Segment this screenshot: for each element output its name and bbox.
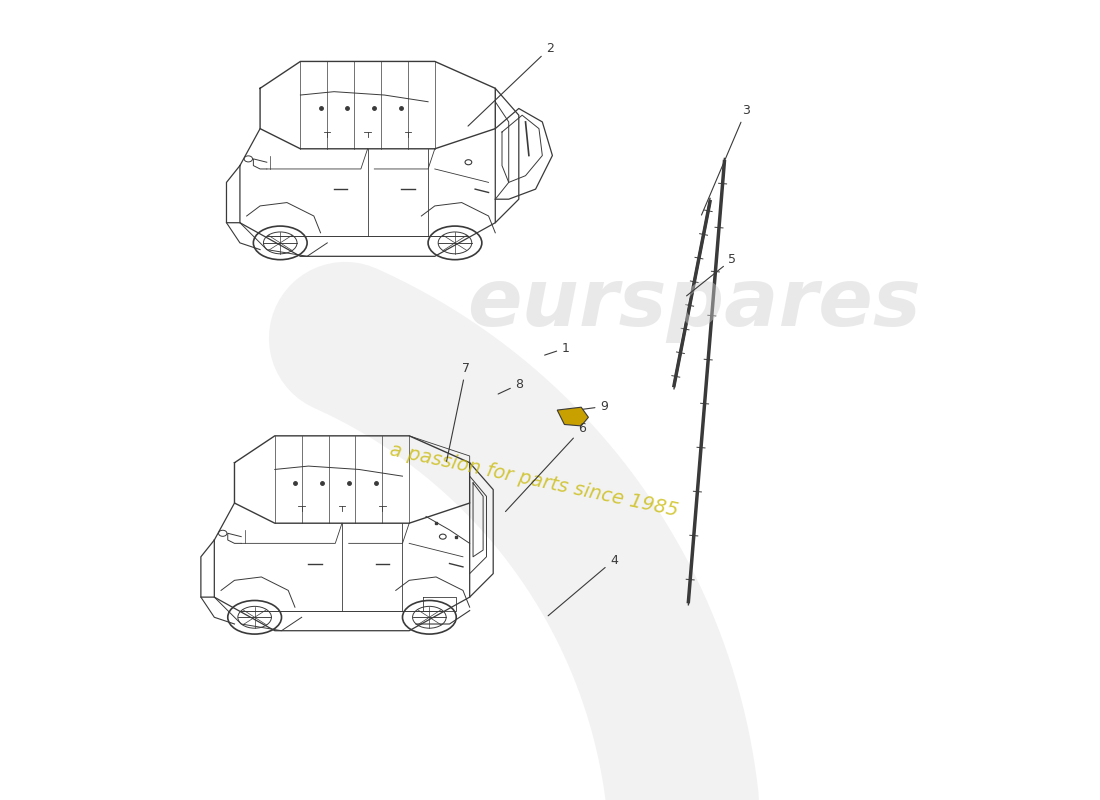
Text: a passion for parts since 1985: a passion for parts since 1985 bbox=[388, 440, 680, 520]
Polygon shape bbox=[558, 407, 589, 426]
Text: 3: 3 bbox=[702, 104, 750, 215]
Text: 2: 2 bbox=[468, 42, 554, 126]
Text: 7: 7 bbox=[447, 362, 470, 462]
Text: 6: 6 bbox=[506, 422, 586, 511]
Text: 9: 9 bbox=[583, 400, 608, 413]
Text: 1: 1 bbox=[544, 342, 570, 355]
Text: 5: 5 bbox=[686, 253, 736, 296]
Text: 4: 4 bbox=[548, 554, 618, 616]
Text: 8: 8 bbox=[498, 378, 524, 394]
Text: eurspares: eurspares bbox=[468, 265, 921, 343]
